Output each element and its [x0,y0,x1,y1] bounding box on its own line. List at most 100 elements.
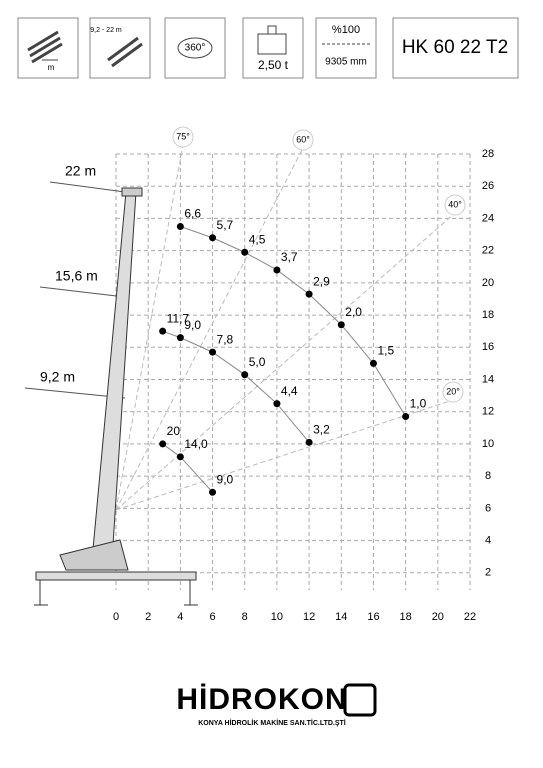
series-leader [49,181,126,193]
x-tick-label: 2 [145,611,151,623]
header-boxes [17,17,519,79]
header-icons [27,25,370,68]
load-point [273,266,281,274]
y-tick-label: 24 [482,212,494,224]
value-label: 9,0 [184,318,201,332]
load-point [176,453,184,461]
box [17,17,79,79]
icon [107,36,143,68]
load-curve [180,226,407,417]
value-label: 9,0 [217,472,234,486]
angle-badge [444,194,466,216]
value-label: 20 [167,424,181,438]
value-label: 2,0 [345,305,362,319]
x-tick-label: 6 [209,611,215,623]
value-label: 2,9 [313,274,330,288]
company: KONYA HİDROLİK MAKİNE SAN.TİC.LTD.ŞTİ [198,719,346,727]
load-point [305,438,313,446]
y-tick-label: 20 [482,277,494,289]
value-label: 7,8 [217,332,234,346]
load-point [337,321,345,329]
logo-icon [343,683,377,717]
series-label: 9,2 m [40,369,75,385]
angle-label: 60° [296,134,310,144]
angle-line [115,144,184,511]
load-point [159,327,167,335]
y-tick-label: 12 [482,406,494,418]
chart: 0 2 4 6 8 10 12 14 16 18 20 22246810121416182022242… [24,126,494,623]
x-tick-label: 14 [335,611,347,623]
angle-badge [172,126,194,148]
crane [34,187,198,606]
header-text: 2,50 t [258,58,289,72]
box [392,17,519,79]
load-point [209,234,217,242]
value-label: 14,0 [184,437,208,451]
load-point [402,413,410,421]
x-tick-label: 0 [113,611,119,623]
y-tick-label: 22 [482,245,494,257]
value-label: 1,5 [377,344,394,358]
icon [177,37,213,59]
box [315,17,377,79]
angle-badge [292,129,314,151]
load-point [273,400,281,408]
x-tick-label: 20 [432,611,444,623]
x-tick-label: 8 [242,611,248,623]
angle-badge [442,381,464,403]
angle-line [115,399,454,511]
angle-label: 20° [446,386,460,396]
value-label: 1,0 [410,397,427,411]
load-point [369,359,377,367]
y-tick-label: 16 [482,341,494,353]
outriggers [34,580,198,606]
y-tick-label: 2 [485,567,491,579]
box [164,17,226,79]
box [89,17,151,79]
load-point [209,348,217,356]
x-tick-label: 16 [367,611,379,623]
load-point [241,248,249,256]
x-tick-label: 10 [271,611,283,623]
load-point [305,290,313,298]
angle-line [115,212,456,511]
load-point [241,371,249,379]
header-text: m [48,63,55,72]
icon [27,30,63,64]
series-leader [39,286,126,298]
y-tick-label: 18 [482,309,494,321]
header-text: 9305 mm [325,57,367,68]
load-point [209,488,217,496]
series-label: 22 m [65,163,96,179]
value-label: 4,4 [281,384,298,398]
turret [59,539,129,571]
value-label: 11,7 [167,311,190,325]
load-point [176,334,184,342]
y-tick-label: 4 [485,534,491,546]
angle-line [115,147,304,511]
angle-label: 75° [176,131,190,141]
x-tick-label: 12 [303,611,315,623]
value-label: 6,6 [184,207,201,221]
x-tick-label: 4 [177,611,183,623]
value-label: 5,0 [249,355,266,369]
y-tick-label: 14 [482,373,494,385]
angle-label: 40° [448,199,462,209]
logo: HİDROKON [176,683,347,716]
boom-tip [121,187,143,197]
y-tick-label: 26 [482,180,494,192]
value-label: 3,2 [313,422,330,436]
header-text: 9,2 - 22 m [90,27,122,34]
series-label: 15,6 m [55,268,98,284]
y-tick-label: 8 [485,470,491,482]
base [35,571,197,581]
load-point [159,440,167,448]
box [242,17,304,79]
header-title: HK 60 22 T2 [402,37,508,58]
header-text: %100 [332,24,360,36]
y-tick-label: 28 [482,148,494,160]
icon [267,25,277,35]
x-tick-label: 22 [464,611,476,623]
value-label: 5,7 [217,218,234,232]
